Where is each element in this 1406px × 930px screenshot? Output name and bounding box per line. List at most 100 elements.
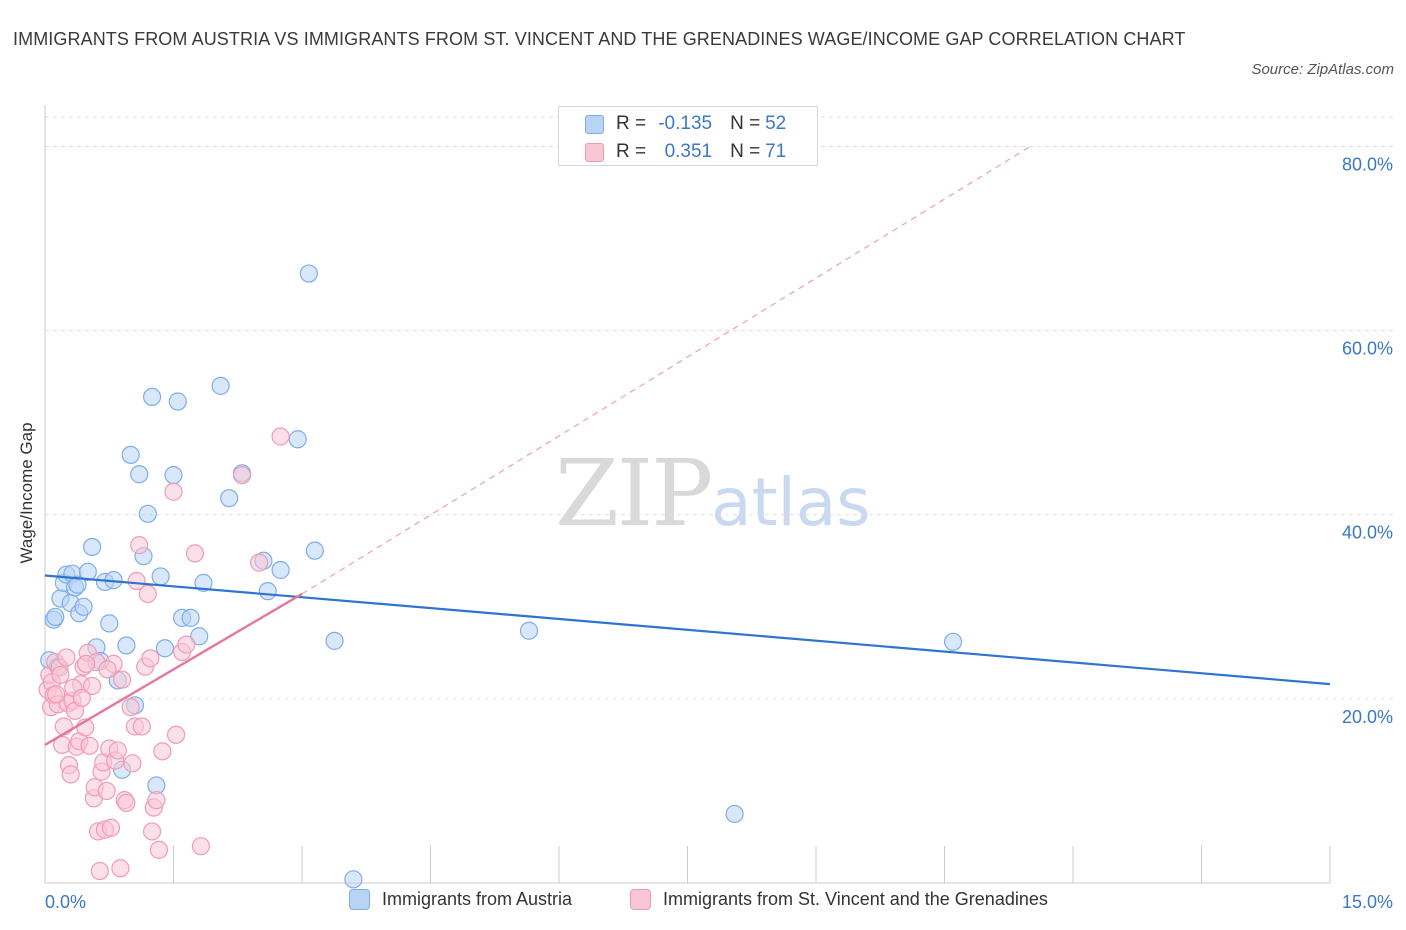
stats-legend-row-stvincent: R = 0.351 N = 71 [585, 139, 786, 165]
chart-title: IMMIGRANTS FROM AUSTRIA VS IMMIGRANTS FR… [13, 29, 1186, 49]
r-value: -0.135 [658, 113, 713, 134]
watermark-atlas: atlas [711, 464, 871, 541]
n-value: 71 [765, 141, 787, 162]
stvincent-point [117, 793, 136, 813]
stvincent-point [232, 466, 252, 485]
austria-point [211, 376, 230, 395]
stvincent-point [141, 649, 160, 668]
y-tick-label: 40.0% [1342, 523, 1393, 543]
stvincent-point [147, 791, 166, 810]
austria-point [138, 504, 157, 523]
stvincent-point [72, 688, 91, 708]
data-points [38, 264, 963, 889]
source-label: Source: ZipAtlas.com [1251, 61, 1394, 78]
austria-point [151, 567, 170, 586]
stvincent-point [90, 861, 109, 881]
austria-point [288, 430, 307, 449]
y-tick-label: 80.0% [1342, 154, 1393, 174]
stvincent-trend-line [44, 592, 303, 746]
austria-point [943, 632, 963, 651]
n-value: 52 [765, 113, 787, 134]
axes [44, 105, 1331, 884]
austria-point [83, 537, 102, 557]
stvincent-swatch [585, 142, 604, 162]
austria-point [299, 264, 318, 283]
stvincent-point [271, 427, 290, 446]
watermark: ZIPatlas [555, 440, 871, 547]
austria-point [121, 445, 140, 465]
stvincent-point [51, 665, 70, 685]
stats-legend-row-austria: R = -0.135 N = 52 [585, 111, 786, 137]
stvincent-point [121, 698, 140, 717]
stvincent-point [108, 741, 127, 760]
stvincent-legend-swatch [630, 889, 651, 910]
austria-point [344, 870, 363, 889]
austria-point [74, 597, 93, 616]
stvincent-point [130, 536, 149, 555]
austria-point [78, 562, 97, 581]
n-label: N = [730, 113, 761, 134]
stvincent-point [61, 765, 80, 784]
stvincent-trend-extension [301, 145, 1031, 595]
stvincent-point [97, 781, 116, 801]
stvincent-point [127, 571, 146, 591]
watermark-zip: ZIP [555, 440, 713, 547]
austria-point [130, 465, 149, 484]
austria-point [519, 621, 539, 640]
austria-point [181, 608, 200, 627]
austria-point [725, 804, 744, 824]
stvincent-point [101, 818, 121, 837]
austria-legend-swatch [349, 889, 370, 910]
austria-point [155, 639, 175, 658]
stvincent-point [166, 725, 186, 744]
stvincent-point [111, 859, 130, 878]
austria-point [258, 582, 277, 601]
trend-lines [44, 145, 1331, 746]
stvincent-point [98, 660, 117, 679]
austria-point [117, 636, 136, 655]
stvincent-point [177, 635, 196, 654]
austria-swatch [585, 114, 604, 134]
stvincent-point [185, 544, 205, 563]
stvincent-point [191, 837, 211, 856]
stvincent-point [112, 670, 132, 689]
legend-item-stvincent[interactable]: Immigrants from St. Vincent and the Gren… [630, 889, 1048, 910]
stvincent-point [77, 654, 96, 673]
austria-point [325, 631, 344, 650]
austria-point [305, 541, 324, 560]
legend-label: Immigrants from St. Vincent and the Gren… [663, 889, 1048, 909]
austria-point [190, 627, 209, 646]
stvincent-point [250, 553, 269, 572]
stats-legend: R = -0.135 N = 52 R = 0.351 N = 71 [558, 106, 818, 166]
austria-point [100, 614, 119, 633]
r-label: R = [616, 141, 647, 162]
y-tick-label: 20.0% [1342, 707, 1393, 727]
stvincent-point [164, 482, 183, 501]
stvincent-point [132, 717, 151, 736]
stvincent-point [138, 584, 157, 604]
x-tick-label: 15.0% [1342, 892, 1393, 912]
stvincent-point [47, 685, 66, 704]
stvincent-point [142, 822, 162, 841]
series-legend: Immigrants from Austria Immigrants from … [0, 889, 1406, 915]
austria-trend-line [44, 574, 1331, 686]
grid-lines [45, 116, 1395, 700]
austria-point [68, 575, 87, 594]
austria-point [271, 560, 290, 580]
legend-label: Immigrants from Austria [382, 889, 573, 909]
austria-point [220, 489, 239, 508]
stvincent-point [80, 736, 99, 755]
austria-point [46, 607, 65, 627]
x-tick-label: 0.0% [45, 892, 86, 912]
stvincent-point [149, 840, 169, 859]
stvincent-point [83, 676, 102, 696]
n-label: N = [730, 141, 761, 162]
stvincent-point [123, 754, 142, 773]
austria-point [194, 573, 213, 592]
stvincent-point [57, 648, 76, 667]
stvincent-point [153, 742, 172, 761]
legend-item-austria[interactable]: Immigrants from Austria [349, 889, 572, 910]
austria-point [164, 466, 183, 485]
austria-point [142, 387, 162, 407]
r-value: 0.351 [664, 141, 713, 162]
